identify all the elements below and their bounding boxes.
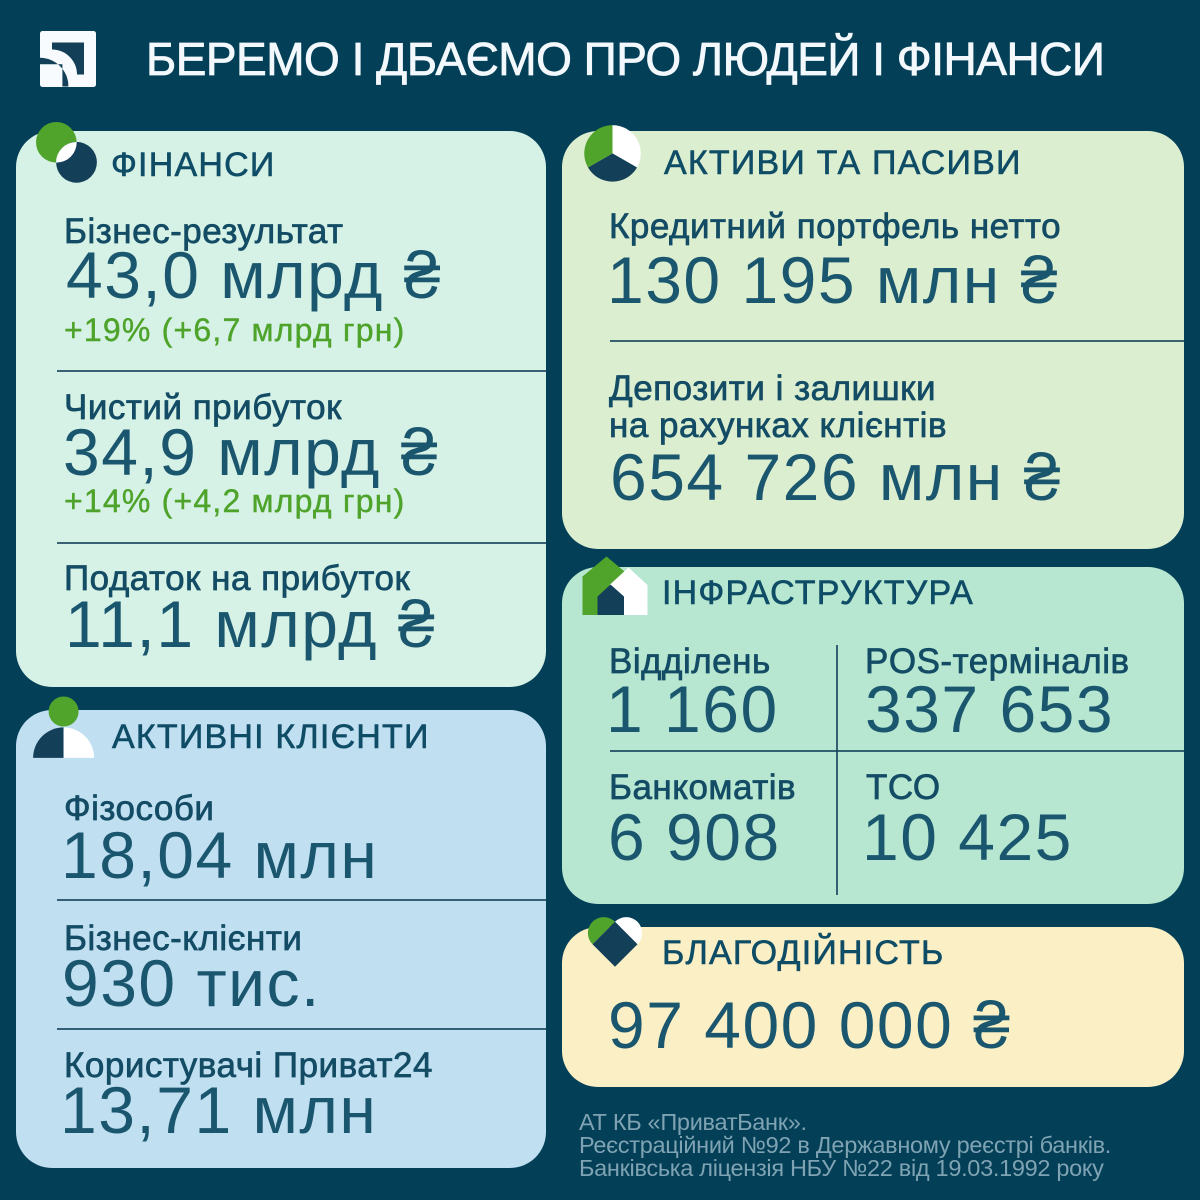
infrastructure-cell-label: Банкоматів: [609, 768, 797, 807]
clients-item-label: Користувачі Приват24: [64, 1046, 433, 1085]
infrastructure-cell-value: 6 908: [608, 800, 781, 874]
card-assets-title: АКТИВИ ТА ПАСИВИ: [664, 144, 1022, 182]
card-clients-title: АКТИВНІ КЛІЄНТИ: [112, 718, 430, 756]
grid-vertical-divider: [836, 645, 838, 895]
finance-item-label: Бізнес-результат: [64, 211, 344, 251]
infrastructure-cell-value: 337 653: [865, 672, 1115, 746]
finance-item-delta: +19% (+6,7 млрд грн): [64, 312, 406, 348]
charity-value: 97 400 000 ₴: [608, 988, 1012, 1062]
card-charity: [562, 927, 1184, 1087]
finance-item-value: 43,0 млрд ₴: [66, 238, 442, 312]
house-icon: [582, 556, 648, 615]
footer-legal-text: АТ КБ «ПриватБанк». Реєстраційний №92 в …: [579, 1109, 1112, 1181]
card-charity-title: БЛАГОДІЙНІСТЬ: [662, 934, 945, 972]
divider: [57, 370, 546, 372]
grid-horizontal-divider: [610, 750, 1184, 752]
clients-item-label: Бізнес-клієнти: [64, 919, 303, 958]
divider: [57, 542, 546, 544]
divider: [610, 340, 1184, 342]
divider: [57, 899, 546, 901]
clients-item-value: 930 тис.: [62, 946, 321, 1020]
finance-item-label: Податок на прибуток: [64, 558, 411, 598]
infrastructure-cell-value: 10 425: [862, 800, 1073, 874]
finance-item-value: 11,1 млрд ₴: [65, 587, 437, 661]
assets-item-value: 654 726 млн ₴: [610, 440, 1062, 514]
finance-item-label: Чистий прибуток: [64, 387, 342, 427]
finance-item-delta: +14% (+4,2 млрд грн): [64, 483, 406, 519]
assets-item-label: Депозити і залишки на рахунках клієнтів: [609, 369, 948, 445]
card-infrastructure: [562, 567, 1184, 904]
clients-item-label: Фізособи: [64, 789, 215, 828]
heart-icon: [587, 917, 643, 967]
clients-item-value: 13,71 млн: [60, 1073, 378, 1147]
divider: [57, 1028, 546, 1030]
clients-item-value: 18,04 млн: [61, 818, 379, 892]
card-clients: [16, 710, 546, 1168]
assets-item-label: Кредитний портфель нетто: [609, 207, 1062, 246]
page-title: БЕРЕМО І ДБАЄМО ПРО ЛЮДЕЙ І ФІНАНСИ: [146, 33, 1106, 85]
pie-chart-icon: [584, 125, 641, 182]
finance-item-value: 34,9 млрд ₴: [63, 415, 439, 489]
infrastructure-cell-label: ТСО: [866, 768, 941, 807]
assets-item-value: 130 195 млн ₴: [607, 243, 1059, 317]
infrastructure-cell-label: Відділень: [609, 642, 771, 681]
infrastructure-cell-label: POS-терміналів: [865, 642, 1130, 681]
card-infrastructure-title: ІНФРАСТРУКТУРА: [662, 574, 974, 612]
person-icon: [33, 696, 94, 758]
card-finance: [16, 131, 546, 687]
infrastructure-cell-value: 1 160: [606, 672, 779, 746]
venn-circles-icon: [36, 122, 97, 183]
card-finance-title: ФІНАНСИ: [111, 146, 276, 184]
privatbank-logo: [40, 31, 96, 87]
